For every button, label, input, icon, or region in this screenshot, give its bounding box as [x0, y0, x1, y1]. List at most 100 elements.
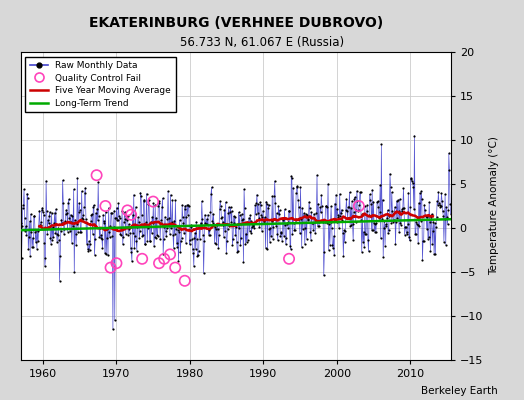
- Point: [20, 215, 29, 222]
- Point: [81, 184, 90, 191]
- Point: [182, 240, 190, 246]
- Point: [61, 210, 70, 217]
- Point: [163, 216, 172, 222]
- Point: [255, 215, 263, 221]
- Point: [135, 219, 143, 225]
- Point: [358, 211, 367, 218]
- Point: [234, 209, 243, 216]
- Point: [169, 232, 177, 238]
- Point: [26, 252, 35, 259]
- Point: [32, 227, 40, 233]
- Point: [166, 251, 174, 258]
- Point: [219, 219, 227, 226]
- Point: [121, 216, 129, 222]
- Point: [405, 234, 413, 240]
- Point: [69, 222, 77, 229]
- Point: [84, 246, 92, 252]
- Point: [24, 195, 32, 202]
- Point: [183, 211, 192, 218]
- Point: [171, 264, 179, 271]
- Point: [123, 216, 131, 223]
- Point: [238, 216, 247, 222]
- Point: [68, 213, 77, 219]
- Point: [421, 213, 430, 219]
- Point: [108, 232, 116, 239]
- Point: [335, 191, 344, 197]
- Point: [117, 232, 125, 238]
- Point: [162, 233, 170, 240]
- Point: [97, 236, 106, 242]
- Point: [92, 224, 101, 231]
- Point: [376, 182, 384, 189]
- Point: [134, 214, 142, 220]
- Point: [378, 216, 386, 222]
- Point: [68, 240, 76, 246]
- Point: [118, 241, 127, 247]
- Point: [352, 206, 361, 213]
- Point: [337, 206, 346, 213]
- Point: [257, 212, 266, 218]
- Point: [25, 233, 33, 240]
- Point: [38, 206, 46, 213]
- Point: [38, 204, 47, 211]
- Point: [189, 250, 198, 256]
- Point: [30, 213, 38, 220]
- Point: [219, 222, 227, 228]
- Point: [139, 232, 147, 238]
- Point: [168, 218, 176, 225]
- Point: [278, 217, 287, 223]
- Point: [227, 208, 236, 214]
- Point: [96, 225, 104, 231]
- Point: [366, 191, 374, 198]
- Point: [290, 220, 298, 226]
- Point: [92, 172, 101, 178]
- Point: [298, 205, 307, 211]
- Point: [329, 245, 337, 251]
- Point: [200, 270, 208, 276]
- Point: [297, 216, 305, 222]
- Point: [226, 204, 235, 210]
- Point: [282, 235, 291, 241]
- Point: [302, 236, 311, 242]
- Point: [199, 232, 207, 238]
- Point: [252, 211, 260, 218]
- Point: [429, 218, 438, 225]
- Point: [422, 226, 431, 232]
- Point: [239, 259, 248, 265]
- Point: [154, 232, 162, 239]
- Point: [46, 209, 54, 215]
- Point: [384, 230, 392, 236]
- Point: [353, 188, 361, 194]
- Point: [86, 218, 95, 225]
- Point: [341, 228, 350, 234]
- Point: [290, 227, 299, 233]
- Point: [277, 229, 285, 235]
- Point: [91, 236, 100, 242]
- Point: [374, 198, 382, 204]
- Point: [280, 233, 288, 239]
- Point: [270, 178, 279, 184]
- Point: [422, 212, 430, 219]
- Point: [334, 211, 342, 218]
- Point: [218, 214, 226, 220]
- Point: [67, 212, 75, 218]
- Point: [190, 263, 198, 269]
- Point: [363, 208, 371, 214]
- Point: [384, 207, 392, 213]
- Point: [231, 232, 239, 238]
- Point: [271, 200, 279, 206]
- Point: [356, 189, 365, 196]
- Point: [352, 219, 360, 226]
- Point: [72, 242, 80, 248]
- Point: [35, 223, 43, 229]
- Point: [299, 226, 307, 232]
- Point: [247, 230, 256, 236]
- Point: [379, 225, 388, 231]
- Point: [128, 211, 137, 218]
- Point: [79, 216, 87, 222]
- Point: [262, 198, 270, 205]
- Point: [155, 200, 163, 206]
- Point: [82, 240, 91, 247]
- Point: [143, 238, 151, 244]
- Point: [193, 236, 201, 243]
